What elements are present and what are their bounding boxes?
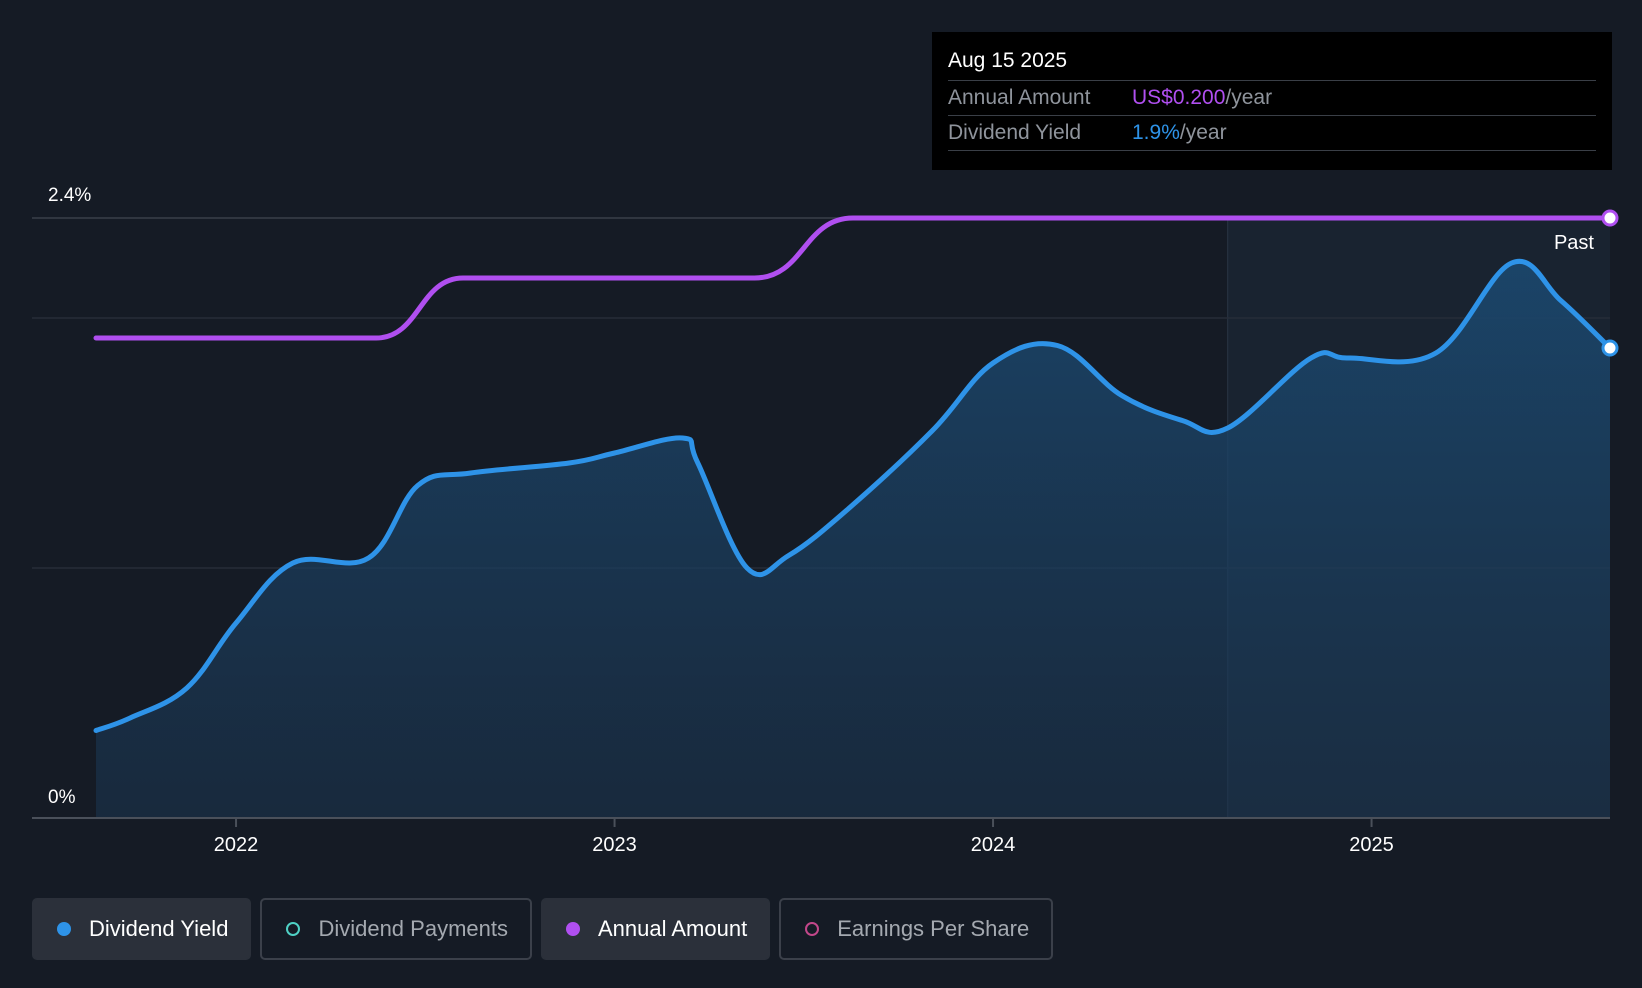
tooltip-annual-amount-unit: /year [1225,86,1273,109]
tooltip-dividend-yield-row: Dividend Yield 1.9% /year [948,116,1596,151]
tooltip-dividend-yield-unit: /year [1179,121,1227,144]
annual-amount-line[interactable] [93,215,1613,341]
legend-dividend-payments[interactable]: Dividend Payments [260,898,532,960]
chart-legend: Dividend Yield Dividend Payments Annual … [32,898,1054,960]
dividend-yield-end-marker [1601,339,1619,357]
tooltip-date: Aug 15 2025 [948,46,1596,81]
y-label-max: 2.4% [48,185,91,206]
tooltip-dividend-yield-label: Dividend Yield [948,121,1082,144]
x-tick-label: 2023 [592,834,637,856]
legend-earnings-per-share-label: Earnings Per Share [837,916,1030,941]
tooltip-annual-amount-label: Annual Amount [948,86,1091,109]
tooltip-panel: Aug 15 2025 Annual Amount US$0.200 /year… [932,32,1612,170]
y-label-min: 0% [48,787,76,808]
legend-annual-amount[interactable]: Annual Amount [540,898,771,960]
dividend-yield-area [96,261,1610,818]
legend-dividend-yield-dot-icon [57,922,71,936]
x-tick-label: 2022 [214,834,259,856]
legend-dividend-yield-label: Dividend Yield [89,916,229,941]
x-tick-label: 2024 [971,834,1016,856]
legend-earnings-per-share-dot-icon [805,922,820,936]
legend-dividend-payments-label: Dividend Payments [318,916,508,941]
tooltip-annual-amount-row: Annual Amount US$0.200 /year [948,81,1596,116]
legend-dividend-yield[interactable]: Dividend Yield [32,898,252,960]
legend-annual-amount-label: Annual Amount [597,916,748,941]
tooltip-annual-amount-value: US$0.200 [1132,86,1226,109]
dividend-yield-line[interactable] [93,258,1613,733]
past-label: Past [1554,232,1594,254]
legend-earnings-per-share[interactable]: Earnings Per Share [779,898,1054,960]
legend-dividend-payments-dot-icon [286,922,301,936]
annual-amount-end-marker [1601,209,1619,227]
tooltip-dividend-yield-value: 1.9% [1132,121,1180,144]
legend-annual-amount-dot-icon [565,922,580,936]
x-tick-label: 2025 [1349,834,1394,856]
